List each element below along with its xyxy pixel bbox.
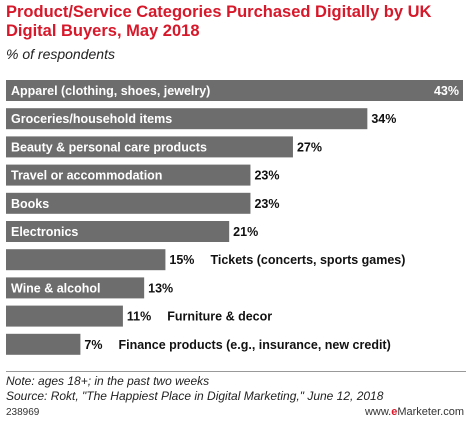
chart-title: Product/Service Categories Purchased Dig… bbox=[6, 3, 432, 40]
brand-suffix: Marketer.com bbox=[397, 406, 464, 418]
bar-2 bbox=[6, 108, 368, 130]
category-label: Wine & alcohol bbox=[11, 281, 100, 295]
value-label: 11% bbox=[127, 310, 151, 324]
chart-note: Note: ages 18+; in the past two weeks bbox=[6, 374, 210, 388]
bar-9 bbox=[6, 305, 123, 327]
category-label: Groceries/household items bbox=[11, 112, 172, 126]
chart-id: 238969 bbox=[6, 407, 40, 418]
category-label: Furniture & decor bbox=[167, 310, 272, 324]
emarketer-brand[interactable]: www.eMarketer.com bbox=[365, 406, 464, 419]
brand-mark: e bbox=[391, 406, 398, 418]
value-label: 27% bbox=[297, 140, 322, 154]
category-label: Apparel (clothing, shoes, jewelry) bbox=[11, 84, 210, 98]
category-label: Finance products (e.g., insurance, new c… bbox=[118, 338, 390, 352]
value-label: 15% bbox=[169, 253, 194, 267]
value-label: 23% bbox=[254, 197, 279, 211]
value-label: 43% bbox=[434, 84, 459, 98]
bar-chart: Apparel (clothing, shoes, jewelry) 43% Gro… bbox=[6, 80, 463, 355]
footer-divider bbox=[6, 371, 466, 372]
brand-prefix: www. bbox=[364, 406, 392, 418]
bar-1 bbox=[6, 80, 463, 101]
category-label: Travel or accommodation bbox=[11, 169, 162, 183]
value-label: 13% bbox=[148, 281, 173, 295]
bar-5 bbox=[6, 192, 251, 214]
category-label: Beauty & personal care products bbox=[11, 140, 207, 154]
category-label: Tickets (concerts, sports games) bbox=[210, 253, 405, 267]
bar-6 bbox=[6, 221, 230, 242]
category-label: Books bbox=[11, 197, 49, 211]
value-label: 7% bbox=[84, 338, 102, 352]
bar-3 bbox=[6, 136, 293, 158]
category-label: Electronics bbox=[11, 225, 78, 239]
chart-source: Source: Rokt, "The Happiest Place in Dig… bbox=[6, 389, 384, 403]
value-label: 21% bbox=[233, 225, 258, 239]
chart-subtitle: % of respondents bbox=[6, 46, 115, 62]
value-label: 23% bbox=[254, 169, 279, 183]
bar-8 bbox=[6, 277, 145, 299]
bar-7 bbox=[6, 249, 166, 271]
bar-4 bbox=[6, 164, 251, 186]
bar-10 bbox=[6, 333, 81, 355]
value-label: 34% bbox=[371, 112, 396, 126]
